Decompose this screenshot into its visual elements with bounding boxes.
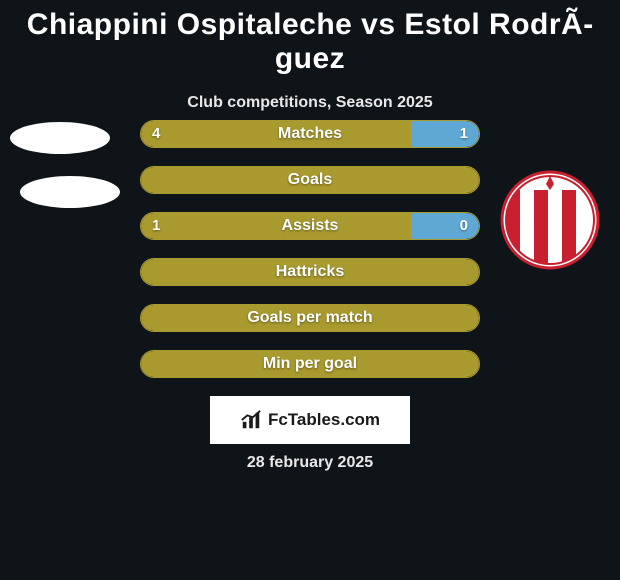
date-text: 28 february 2025: [0, 454, 620, 472]
page-title: Chiappini Ospitaleche vs Estol RodrÃ­gue…: [0, 0, 620, 76]
stat-row: Min per goal: [0, 340, 620, 386]
stat-row: Matches4 1: [0, 110, 620, 156]
stat-label: Hattricks: [140, 258, 480, 286]
stat-row: Goals per match: [0, 294, 620, 340]
stat-value-left: 4: [152, 120, 160, 148]
stat-label: Assists: [140, 212, 480, 240]
stat-value-left: 1: [152, 212, 160, 240]
chart-icon: [240, 409, 262, 431]
comparison-chart: Matches41GoalsAssists10HattricksGoals pe…: [0, 110, 620, 386]
stat-row: Assists1 0: [0, 202, 620, 248]
stat-label: Goals per match: [140, 304, 480, 332]
stat-label: Matches: [140, 120, 480, 148]
stat-value-right: 0: [460, 212, 468, 240]
stat-label: Min per goal: [140, 350, 480, 378]
stat-row: Hattricks: [0, 248, 620, 294]
footer-brand-text: FcTables.com: [268, 410, 380, 430]
stat-row: Goals: [0, 156, 620, 202]
stat-value-right: 1: [460, 120, 468, 148]
stat-label: Goals: [140, 166, 480, 194]
footer-brand-box[interactable]: FcTables.com: [210, 396, 410, 444]
